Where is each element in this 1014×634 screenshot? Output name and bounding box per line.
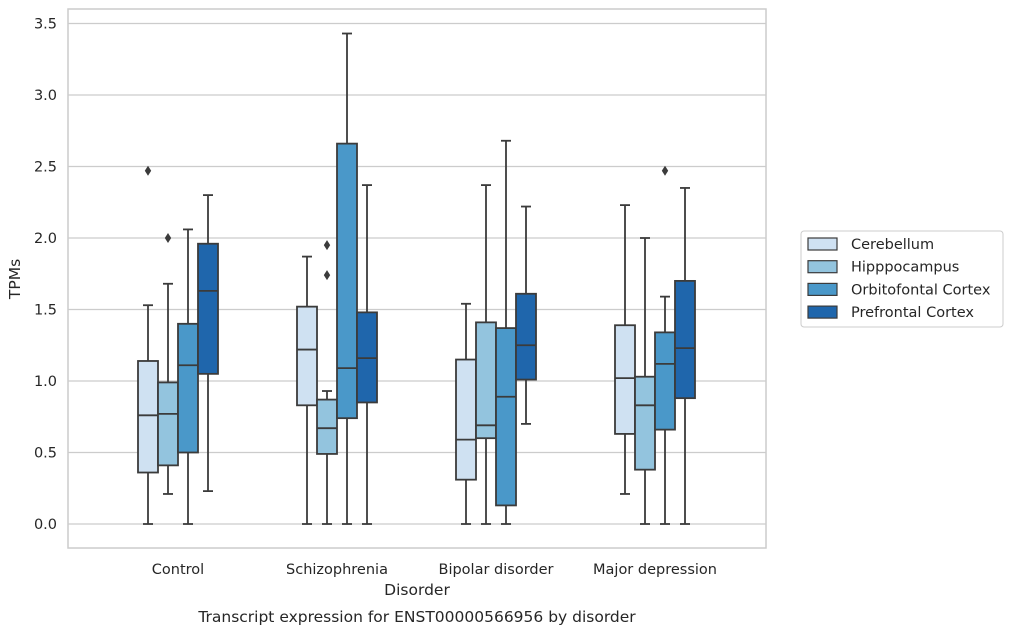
box-iqr bbox=[654, 331, 676, 431]
figure-caption: Transcript expression for ENST0000056695… bbox=[197, 608, 636, 626]
box-prefrontal-cortex-bipolar-disorder bbox=[515, 205, 537, 425]
x-tick-label: Schizophrenia bbox=[286, 562, 388, 578]
box-iqr bbox=[296, 305, 318, 407]
y-tick-label: 2.5 bbox=[34, 160, 57, 176]
y-tick-label: 1.0 bbox=[34, 374, 57, 390]
y-axis-title: TPMs bbox=[6, 259, 24, 300]
box-orbitofontal-cortex-bipolar-disorder bbox=[495, 139, 517, 525]
outlier-marker bbox=[164, 233, 172, 243]
box-iqr bbox=[614, 324, 636, 435]
y-tick-label: 3.0 bbox=[34, 88, 57, 104]
box-cerebellum-control bbox=[137, 165, 159, 525]
box-prefrontal-cortex-control bbox=[197, 194, 219, 493]
box-iqr bbox=[137, 360, 159, 474]
box-iqr bbox=[197, 242, 219, 375]
box-orbitofontal-cortex-control bbox=[177, 228, 199, 525]
box-hipppocampus-major-depression bbox=[634, 237, 656, 525]
legend-swatch bbox=[807, 260, 838, 274]
box-cerebellum-schizophrenia bbox=[296, 255, 318, 525]
legend-swatch bbox=[807, 282, 838, 296]
box-orbitofontal-cortex-major-depression bbox=[654, 165, 676, 525]
box-prefrontal-cortex-major-depression bbox=[674, 187, 696, 525]
box-iqr bbox=[674, 279, 696, 400]
box-iqr bbox=[475, 321, 497, 440]
plot-frame bbox=[67, 8, 767, 549]
box-iqr bbox=[157, 381, 179, 467]
box-orbitofontal-cortex-schizophrenia bbox=[336, 32, 358, 525]
box-iqr bbox=[177, 322, 199, 454]
y-tick-label: 1.5 bbox=[34, 303, 57, 319]
legend-swatch bbox=[807, 305, 838, 319]
outlier-marker bbox=[323, 240, 331, 251]
y-tick-label: 2.0 bbox=[34, 231, 57, 247]
legend-label: Orbitofontal Cortex bbox=[851, 282, 991, 298]
box-iqr bbox=[515, 292, 537, 381]
x-axis-title: Disorder bbox=[384, 581, 450, 599]
legend-swatch bbox=[807, 237, 838, 251]
box-iqr bbox=[634, 375, 656, 471]
box-iqr bbox=[495, 327, 517, 507]
outlier-marker bbox=[144, 165, 152, 176]
box-iqr bbox=[455, 358, 477, 481]
outlier-marker bbox=[323, 270, 331, 281]
x-tick-label: Control bbox=[152, 562, 204, 578]
y-tick-label: 3.5 bbox=[34, 17, 57, 33]
box-hipppocampus-bipolar-disorder bbox=[475, 184, 497, 525]
box-cerebellum-bipolar-disorder bbox=[455, 302, 477, 525]
outlier-marker bbox=[661, 165, 669, 176]
x-axis-ticks: Control Schizophrenia Bipolar disorder Majo… bbox=[152, 562, 717, 578]
box-hipppocampus-schizophrenia bbox=[316, 240, 338, 525]
x-tick-label: Major depression bbox=[593, 562, 717, 578]
box-hipppocampus-control bbox=[157, 233, 179, 495]
legend-label: Hipppocampus bbox=[851, 260, 959, 276]
legend-label: Prefrontal Cortex bbox=[851, 305, 974, 321]
x-tick-label: Bipolar disorder bbox=[439, 562, 554, 578]
box-prefrontal-cortex-schizophrenia bbox=[356, 184, 378, 525]
legend: Cerebellum Hipppocampus Orbitofontal Corte… bbox=[800, 230, 1004, 328]
y-tick-label: 0.0 bbox=[34, 517, 57, 533]
legend-frame bbox=[800, 230, 1004, 328]
box-iqr bbox=[316, 398, 338, 455]
box-cerebellum-major-depression bbox=[614, 204, 636, 495]
box-layer bbox=[137, 32, 696, 525]
y-tick-label: 0.5 bbox=[34, 446, 57, 462]
y-axis-ticks: 0.0 0.5 1.0 1.5 2.0 2.5 3.0 3.5 bbox=[34, 17, 57, 534]
legend-label: Cerebellum bbox=[851, 237, 934, 253]
box-iqr bbox=[336, 142, 358, 420]
